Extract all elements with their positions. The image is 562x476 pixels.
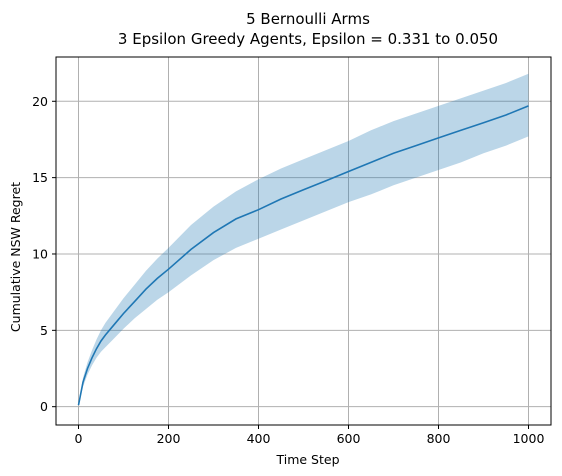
x-tick-label: 400 [247,431,271,446]
y-axis-label: Cumulative NSW Regret [8,182,23,332]
y-tick-label: 15 [32,170,48,185]
mean-line [77,105,529,406]
y-axis: 0 5 10 15 20 [32,94,56,414]
x-axis: 0 200 400 600 800 1000 [75,425,545,446]
x-tick-label: 1000 [513,431,545,446]
chart-subtitle: 3 Epsilon Greedy Agents, Epsilon = 0.331… [118,30,498,48]
y-tick-label: 5 [40,323,48,338]
x-tick-label: 0 [75,431,83,446]
x-tick-label: 600 [337,431,361,446]
confidence-band [78,73,529,406]
plot-frame [55,56,552,426]
grid [56,57,551,425]
chart-title: 5 Bernoulli Arms [246,10,370,28]
y-tick-label: 10 [32,246,48,261]
y-tick-label: 0 [40,399,48,414]
x-tick-label: 800 [427,431,451,446]
x-axis-label: Time Step [275,452,339,467]
y-tick-label: 20 [32,94,48,109]
x-tick-label: 200 [157,431,181,446]
